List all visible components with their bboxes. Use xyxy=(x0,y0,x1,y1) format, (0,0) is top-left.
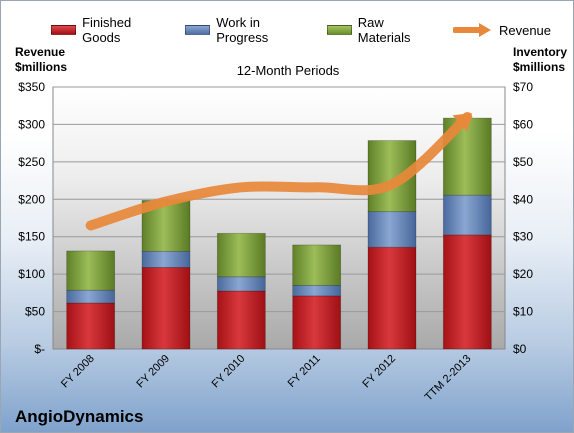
right-tick-label: $10 xyxy=(513,305,533,319)
x-tick-label: FY 2011 xyxy=(286,353,323,390)
bar-raw-materials xyxy=(66,250,116,291)
right-tick-label: $0 xyxy=(513,342,527,356)
legend-item-work-in-progress: Work in Progress xyxy=(185,15,305,45)
x-tick-label: TTM 2-2013 xyxy=(423,353,474,404)
bar-work-in-progress xyxy=(216,276,266,292)
left-tick-label: $200 xyxy=(18,192,45,206)
legend-label: Work in Progress xyxy=(216,15,269,45)
legend-item-finished-goods: Finished Goods xyxy=(51,15,163,45)
x-tick-label: FY 2012 xyxy=(360,353,398,391)
right-tick-label: $30 xyxy=(513,230,533,244)
legend-swatch-revenue xyxy=(452,23,491,37)
right-tick-label: $70 xyxy=(513,80,533,94)
left-tick-label: $300 xyxy=(18,117,45,131)
bar-finished-goods xyxy=(66,302,116,350)
left-tick-label: $100 xyxy=(18,267,45,281)
chart-legend: Finished Goods Work in Progress Raw Mate… xyxy=(51,15,573,45)
left-tick-label: $50 xyxy=(25,305,45,319)
x-tick-label: FY 2008 xyxy=(59,353,97,391)
bar-work-in-progress xyxy=(292,284,342,297)
x-tick-label: FY 2010 xyxy=(210,353,248,391)
revenue-arrowhead xyxy=(452,112,472,132)
legend-swatch-raw-materials xyxy=(326,25,352,35)
x-tick-label: FY 2009 xyxy=(134,353,172,391)
right-tick-label: $50 xyxy=(513,155,533,169)
bar-raw-materials xyxy=(292,244,342,286)
right-tick-label: $20 xyxy=(513,267,533,281)
left-axis-title: Revenue $millions xyxy=(15,45,68,74)
chart-title: 12-Month Periods xyxy=(236,63,340,78)
legend-label: Revenue xyxy=(498,22,552,38)
right-tick-label: $60 xyxy=(513,117,533,131)
company-name: AngioDynamics xyxy=(15,407,144,426)
bar-raw-materials xyxy=(216,232,266,278)
bar-work-in-progress xyxy=(367,211,417,248)
legend-swatch-finished-goods xyxy=(51,25,77,35)
left-tick-label: $150 xyxy=(18,230,45,244)
bar-work-in-progress xyxy=(66,289,116,304)
bar-finished-goods xyxy=(367,246,417,350)
bar-work-in-progress xyxy=(141,250,191,268)
bar-work-in-progress xyxy=(442,194,492,236)
legend-swatch-work-in-progress xyxy=(185,25,211,35)
left-tick-label: $- xyxy=(34,342,45,356)
legend-label: Finished Goods xyxy=(82,15,132,45)
left-tick-label: $350 xyxy=(18,80,45,94)
legend-item-revenue: Revenue xyxy=(452,22,552,38)
bar-finished-goods xyxy=(216,290,266,350)
revenue-line xyxy=(85,111,473,231)
legend-label: Raw Materials xyxy=(357,15,411,45)
right-tick-label: $40 xyxy=(513,192,533,206)
bar-finished-goods xyxy=(141,267,191,350)
bar-finished-goods xyxy=(292,295,342,350)
bar-finished-goods xyxy=(442,234,492,350)
right-axis-title: Inventory $millions xyxy=(513,45,568,74)
legend-item-raw-materials: Raw Materials xyxy=(326,15,431,45)
left-tick-label: $250 xyxy=(18,155,45,169)
